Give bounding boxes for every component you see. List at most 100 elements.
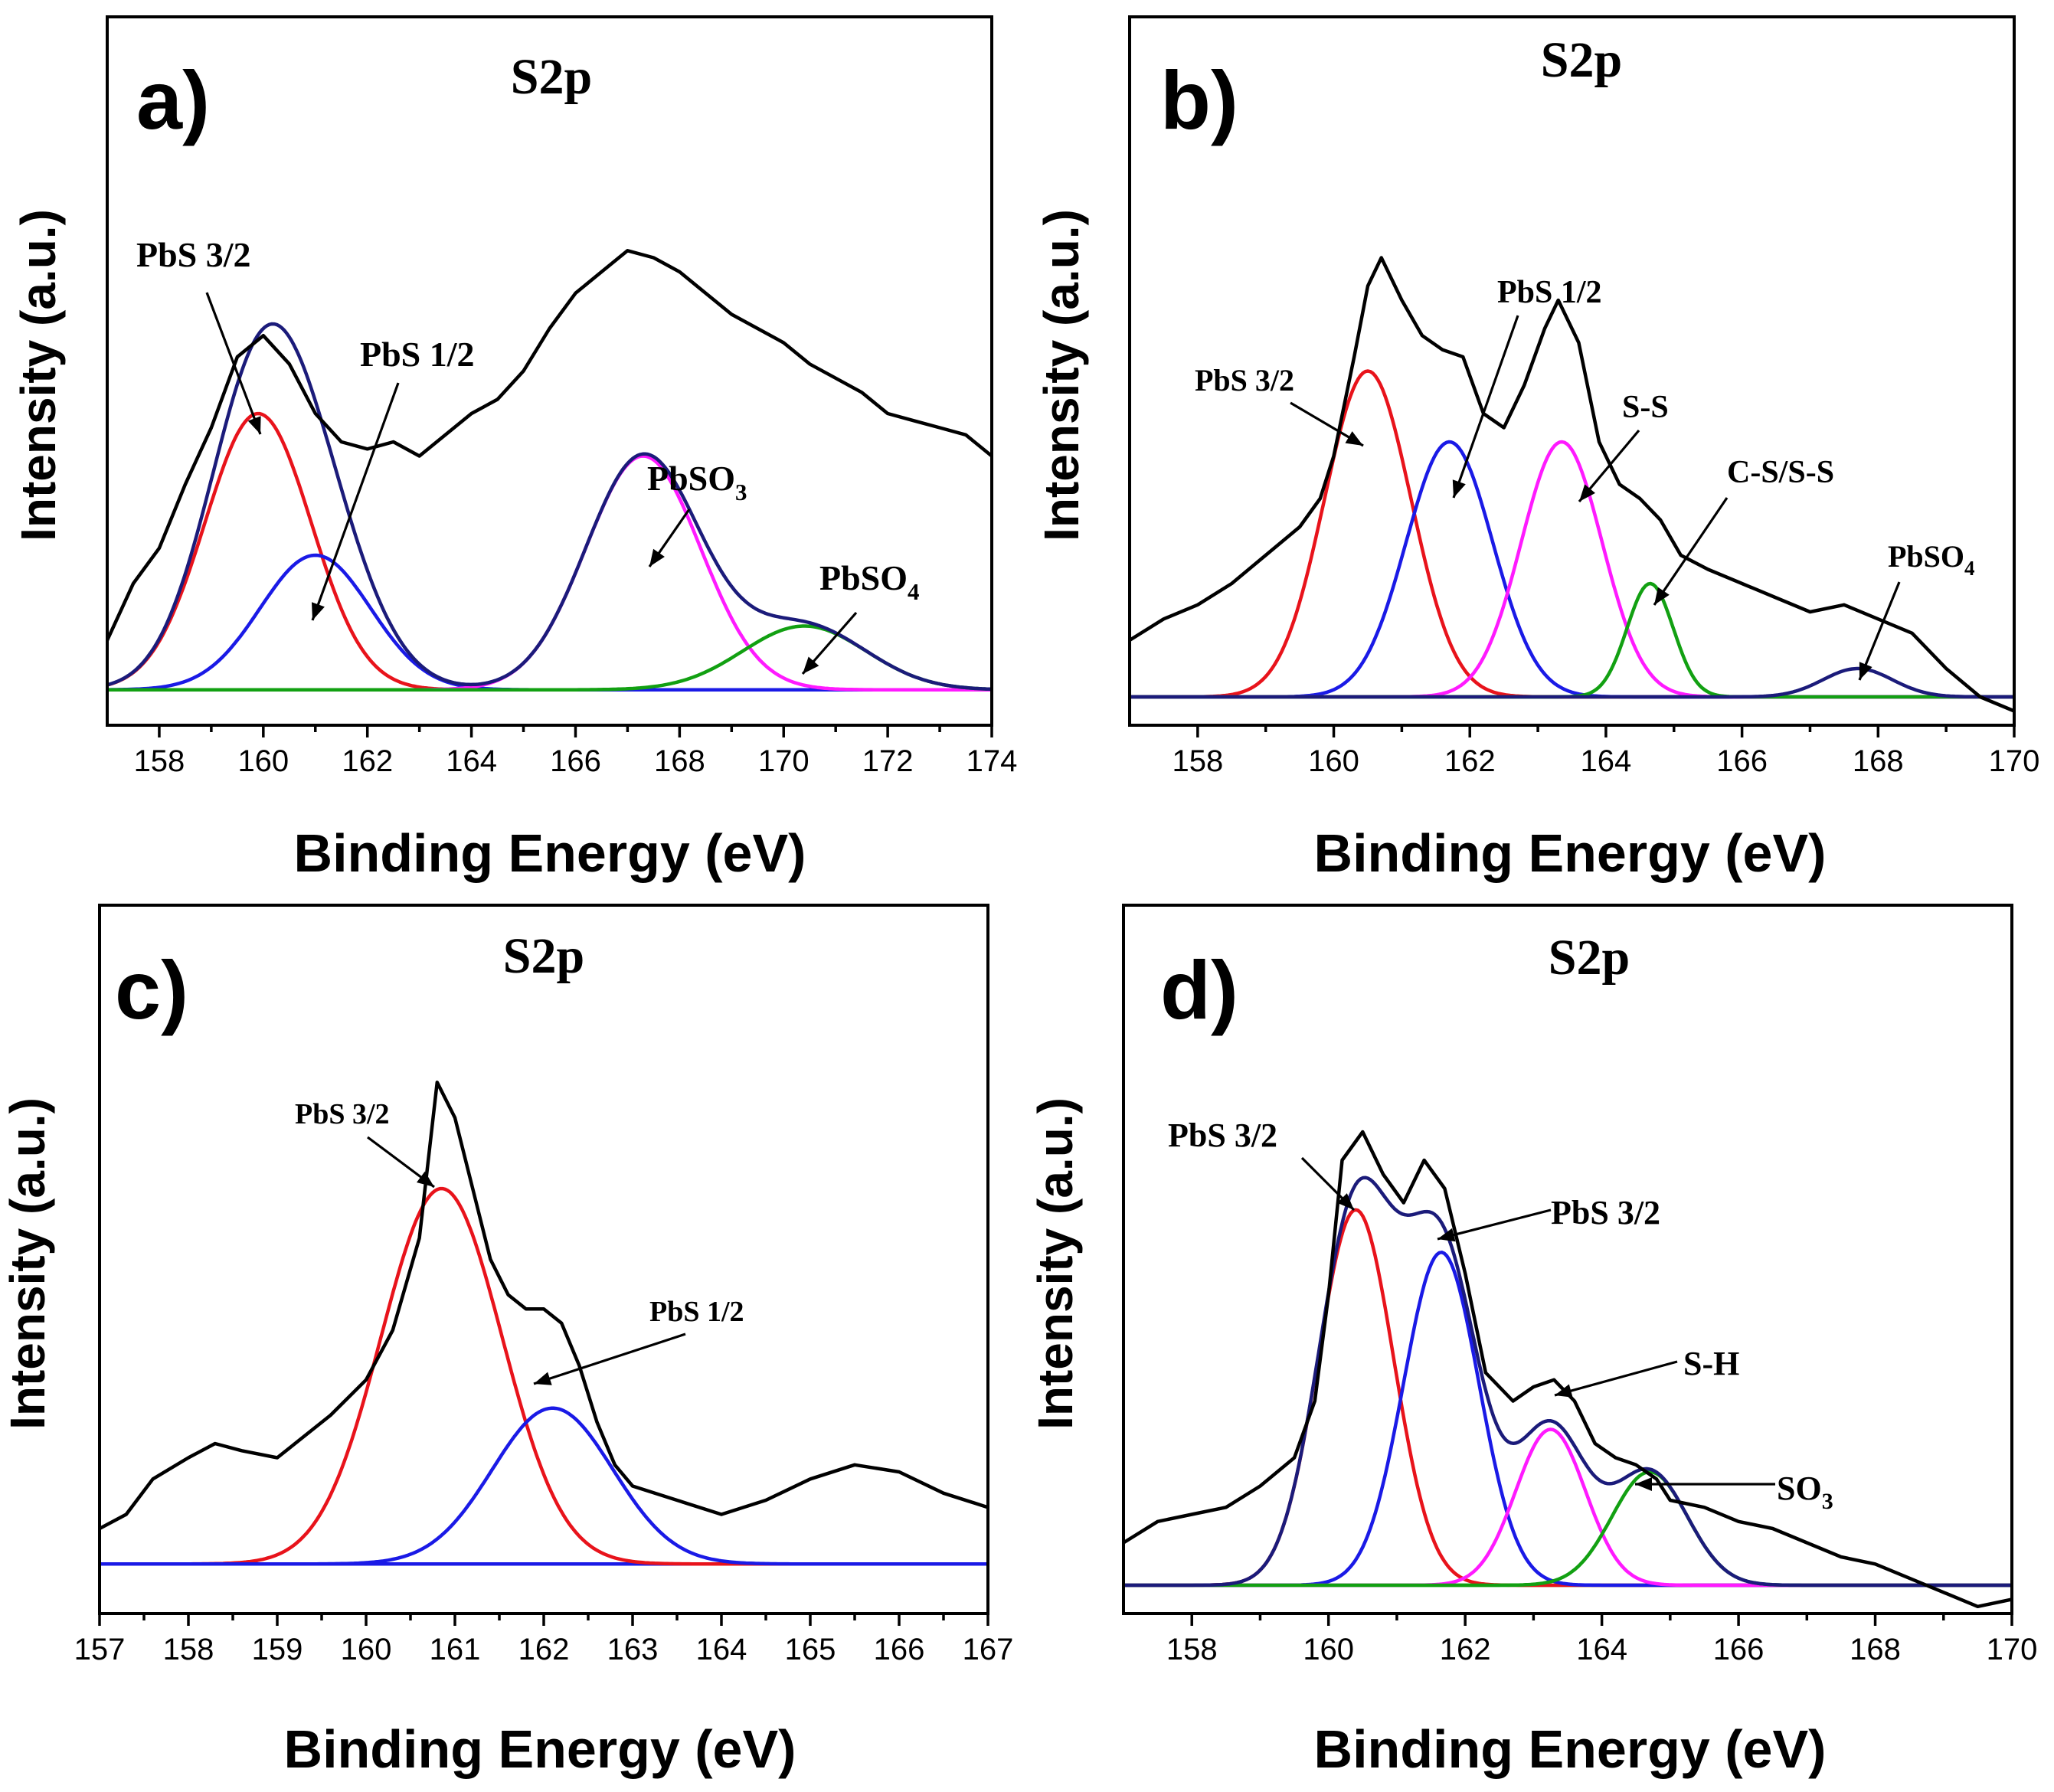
arrow-head-icon [1555,1384,1573,1398]
x-axis-label: Binding Energy (eV) [284,1719,796,1779]
series-raw-data [100,1081,988,1531]
x-tick-label: 160 [237,744,289,778]
peak-annotation: PbS 1/2 [360,335,475,374]
x-tick-label: 162 [1444,744,1496,778]
annotation-text: PbS 3/2 [136,235,251,274]
x-tick-label: 164 [696,1633,747,1666]
arrow-head-icon [1635,1477,1652,1491]
peak-annotation: SO3 [1777,1470,1833,1514]
x-tick-label: 168 [654,744,705,778]
annotation-text: PbS 1/2 [1497,275,1602,310]
series-s-h [1123,1427,2012,1588]
x-tick-label: 172 [862,744,914,778]
plot-frame [106,15,993,727]
x-tick-label: 167 [963,1633,1014,1666]
x-tick-label: 165 [785,1633,836,1666]
annotation-arrow [1437,1208,1552,1241]
x-tick-label: 166 [874,1633,925,1666]
panel-label: b) [1160,54,1238,146]
x-tick-label: 163 [607,1633,659,1666]
arrow-head-icon [247,416,261,434]
annotation-subscript: 4 [1964,557,1975,580]
x-tick-label: 174 [966,744,1018,778]
peak-annotation: PbS 3/2 [1195,363,1294,397]
peak-annotation: PbS 3/2 [295,1098,390,1130]
x-tick-label: 158 [134,744,185,778]
chart-title: S2p [1549,930,1630,986]
x-tick-label: 164 [1576,1633,1627,1666]
x-tick-label: 160 [341,1633,392,1666]
x-axis-label: Binding Energy (eV) [294,823,806,883]
peak-annotation: PbS 3/2 [1168,1117,1277,1154]
x-tick-label: 160 [1303,1633,1354,1666]
annotation-arrow [311,382,400,621]
peak-annotation: PbSO4 [1888,539,1975,580]
chart-panel-a: 158 160 162 164 166 168 170 172 174 Binding Energ… [11,15,1018,883]
annotation-text: SO [1777,1470,1822,1507]
annotation-subscript: 4 [908,578,920,605]
x-tick-label: 158 [163,1633,214,1666]
x-tick-label: 157 [74,1633,126,1666]
arrow-head-icon [534,1372,552,1385]
y-axis-label: Intensity (a.u.) [11,209,66,541]
peak-annotation: PbS 3/2 [1551,1194,1660,1231]
y-axis-label: Intensity (a.u.) [0,1097,55,1430]
series-pbs-1-2 [100,1406,988,1566]
arrow-head-icon [1437,1228,1456,1242]
peak-annotation: S-S [1622,390,1669,425]
arrow-head-icon [1337,1193,1354,1210]
x-tick-label: 166 [1713,1633,1765,1666]
peak-annotation: C-S/S-S [1727,455,1834,490]
annotation-text: PbSO [819,558,908,597]
annotation-text: PbS 3/2 [295,1098,390,1130]
annotation-text: PbS 1/2 [360,335,475,374]
panel-label: a) [136,54,210,146]
plot-area [1123,1130,2012,1609]
x-tick-label: 158 [1166,1633,1218,1666]
annotation-subscript: 3 [1822,1489,1833,1514]
annotation-text: S-H [1683,1345,1739,1382]
series-pbs-3-2-2 [1123,1251,2012,1588]
x-tick-label: 170 [1989,744,2040,778]
series-envelope [1123,1176,2012,1588]
arrow-head-icon [1452,479,1466,498]
chart-panel-c: 157 158 159 160 161 162 163 164 165 166 167 Binding… [0,904,1014,1779]
annotation-arrow [205,292,262,435]
chart-panel-d: 158 160 162 164 166 168 170 Binding Energy (eV)… [1028,904,2038,1779]
chart-title: S2p [511,49,592,105]
annotation-text: S-S [1622,390,1669,425]
arrow-head-icon [1345,431,1363,446]
x-tick-label: 159 [252,1633,303,1666]
peak-annotation: PbSO4 [819,558,920,605]
plot-frame [1128,15,2016,727]
arrow-head-icon [1579,484,1595,502]
x-tick-label: 161 [430,1633,481,1666]
annotation-text: PbS 3/2 [1551,1194,1660,1231]
annotation-text: PbSO [1888,539,1964,574]
series-raw-data [1130,256,2014,713]
x-tick-label: 162 [342,744,393,778]
plot-area [1130,256,2014,713]
annotation-arrow [1452,315,1519,499]
annotation-text: PbSO [647,459,735,498]
series-raw-data [1123,1130,2012,1609]
peak-annotation: PbS 1/2 [649,1296,744,1328]
chart-title: S2p [503,928,584,984]
x-tick-label: 166 [550,744,601,778]
x-tick-label: 160 [1308,744,1359,778]
x-tick-label: 166 [1716,744,1768,778]
x-tick-label: 170 [758,744,809,778]
plot-area [107,249,992,692]
x-axis-label: Binding Energy (eV) [1314,823,1827,883]
x-tick-label: 170 [1987,1633,2038,1666]
peak-annotation: PbS 3/2 [136,235,251,274]
y-axis-label: Intensity (a.u.) [1034,209,1089,541]
arrow-head-icon [417,1171,434,1187]
series-s-s [1130,440,2014,699]
peak-annotation: PbSO3 [647,459,747,505]
x-tick-label: 168 [1853,744,1904,778]
series-pbs-1-2 [1130,440,2014,699]
chart-title: S2p [1541,32,1622,88]
series-raw-data [107,249,992,643]
series-pbs-3-2 [1130,369,2014,699]
